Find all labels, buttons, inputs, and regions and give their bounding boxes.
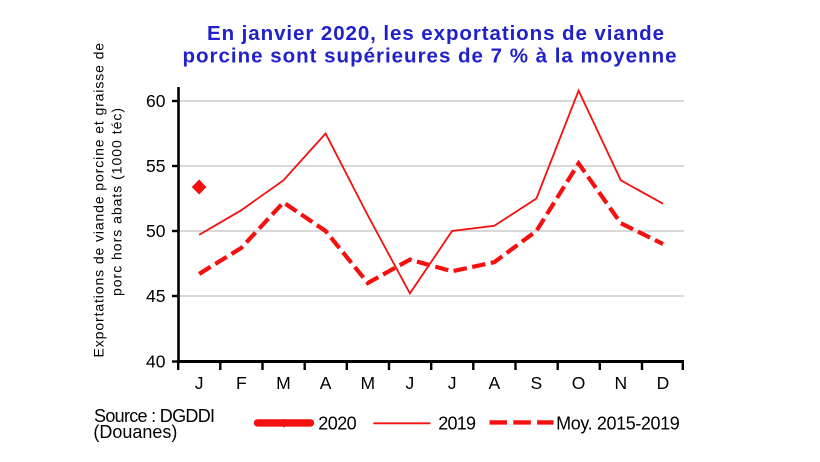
svg-text:porc hors abats (1000 téc): porc hors abats (1000 téc) bbox=[109, 108, 125, 296]
svg-text:M: M bbox=[276, 373, 291, 393]
svg-text:Moy. 2015-2019: Moy. 2015-2019 bbox=[556, 414, 680, 434]
svg-text:N: N bbox=[614, 373, 627, 393]
svg-text:2019: 2019 bbox=[438, 414, 476, 434]
svg-text:45: 45 bbox=[146, 286, 165, 306]
svg-text:(Douanes): (Douanes) bbox=[93, 422, 177, 442]
svg-text:2020: 2020 bbox=[318, 414, 356, 434]
svg-text:50: 50 bbox=[146, 221, 166, 241]
svg-text:S: S bbox=[531, 373, 543, 393]
svg-text:A: A bbox=[488, 373, 500, 393]
svg-text:55: 55 bbox=[146, 156, 165, 176]
svg-text:60: 60 bbox=[146, 91, 166, 111]
svg-text:40: 40 bbox=[146, 351, 166, 371]
svg-text:porcine sont supérieures de 7: porcine sont supérieures de 7 % à la moy… bbox=[183, 45, 677, 68]
svg-text:J: J bbox=[448, 373, 457, 393]
svg-text:J: J bbox=[406, 373, 415, 393]
svg-text:J: J bbox=[195, 373, 204, 393]
svg-text:O: O bbox=[572, 373, 586, 393]
svg-text:Source : DGDDI: Source : DGDDI bbox=[94, 406, 215, 426]
svg-text:D: D bbox=[657, 373, 670, 393]
svg-text:Exportations de viande porcine: Exportations de viande porcine et graiss… bbox=[91, 43, 107, 358]
svg-text:A: A bbox=[320, 373, 332, 393]
svg-text:En janvier 2020, les exportati: En janvier 2020, les exportations de via… bbox=[207, 22, 664, 45]
svg-text:F: F bbox=[236, 373, 247, 393]
svg-text:M: M bbox=[361, 373, 376, 393]
